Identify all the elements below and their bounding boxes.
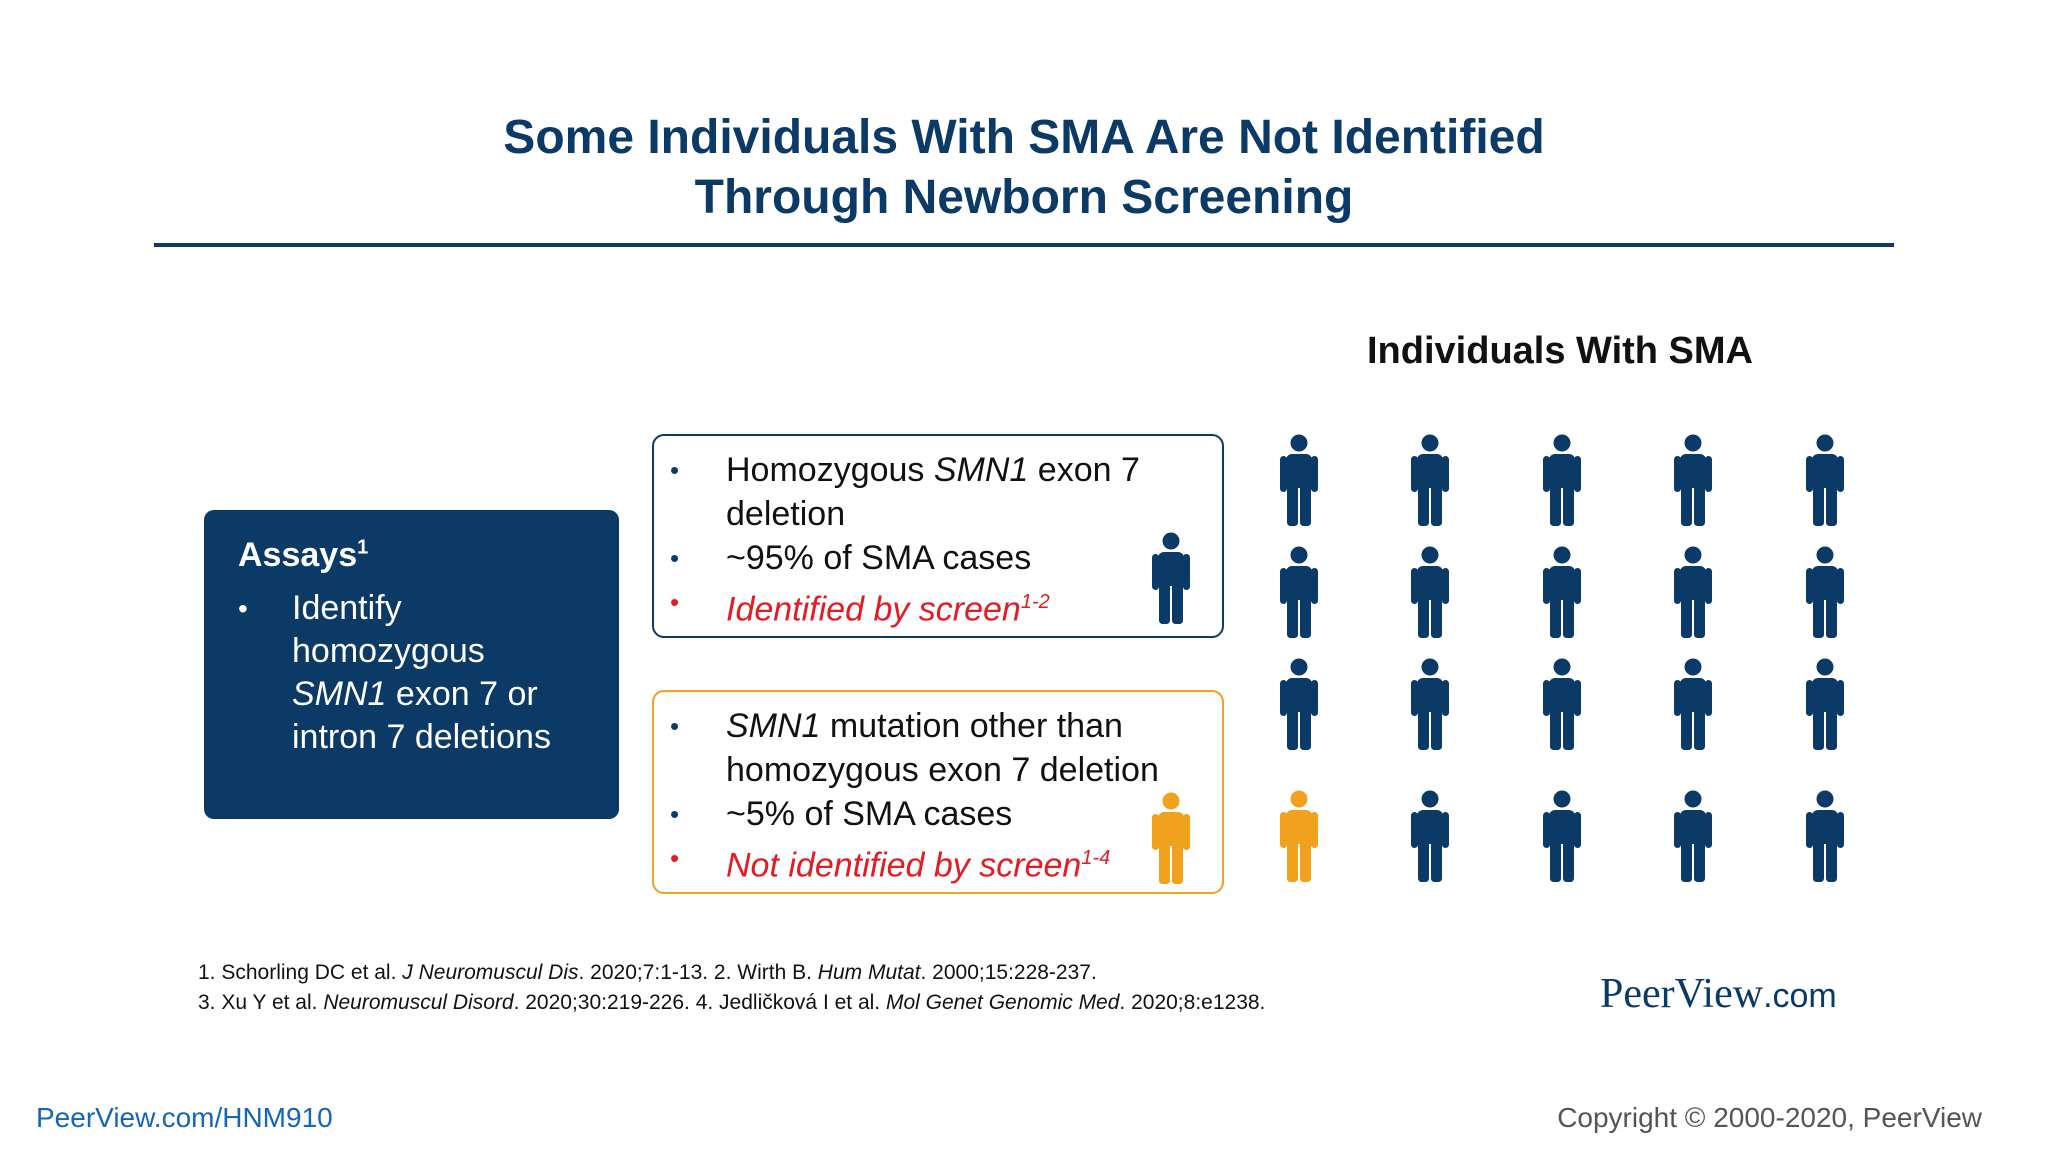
assays-box: Assays1 • Identify homozygous SMN1 exon … — [204, 510, 619, 819]
person-icon-not-identified — [1280, 790, 1318, 882]
person-icon-identified — [1543, 658, 1581, 750]
person-icon-identified — [1543, 546, 1581, 638]
person-icon-identified — [1806, 790, 1844, 882]
individuals-grid — [1278, 434, 1878, 888]
person-icon-identified — [1280, 658, 1318, 750]
slide-title: Some Individuals With SMA Are Not Identi… — [154, 108, 1894, 228]
not-identified-box: • SMN1 mutation other than homozygous exo… — [652, 690, 1224, 894]
person-icon-identified — [1280, 546, 1318, 638]
slide-title-line1: Some Individuals With SMA Are Not Identi… — [503, 111, 1545, 164]
slide-title-line2: Through Newborn Screening — [694, 171, 1354, 224]
person-icon-identified — [1280, 434, 1318, 526]
person-icon-identified — [1806, 658, 1844, 750]
title-divider — [154, 243, 1894, 247]
bullet-point: • — [238, 593, 248, 624]
person-icon-identified — [1674, 658, 1712, 750]
identified-box: • Homozygous SMN1 exon 7 deletion • ~95% … — [652, 434, 1224, 638]
assays-bullet-text: Identify homozygous SMN1 exon 7 or intro… — [292, 589, 551, 756]
reference-line-1: 1. Schorling DC et al. J Neuromuscul Dis… — [198, 961, 1097, 984]
not-identified-bullet-percentage: • ~5% of SMA cases — [670, 795, 1013, 833]
copyright-text: Copyright © 2000-2020, PeerView — [1557, 1102, 1982, 1133]
references: 1. Schorling DC et al. J Neuromuscul Dis… — [198, 958, 1265, 1018]
person-icon-identified — [1674, 790, 1712, 882]
person-icon-identified — [1543, 434, 1581, 526]
reference-line-2: 3. Xu Y et al. Neuromuscul Disord. 2020;… — [198, 991, 1266, 1014]
assays-heading: Assays1 — [238, 536, 369, 574]
peerview-logo: PeerView.com — [1600, 971, 1837, 1017]
person-icon-not-identified — [1152, 792, 1190, 884]
person-icon-identified — [1411, 790, 1449, 882]
identified-bullet-screen: • Identified by screen1-2 — [670, 587, 1050, 629]
person-icon-identified — [1806, 546, 1844, 638]
person-icon-identified — [1152, 532, 1190, 624]
person-icon-identified — [1411, 546, 1449, 638]
not-identified-bullet-mutation: • SMN1 mutation other than homozygous exo… — [670, 707, 1159, 789]
assays-bullet-item: • Identify homozygous SMN1 exon 7 or int… — [238, 587, 599, 759]
not-identified-bullet-screen: • Not identified by screen1-4 — [670, 843, 1111, 885]
footer-link[interactable]: PeerView.com/HNM910 — [36, 1102, 333, 1133]
identified-bullet-percentage: • ~95% of SMA cases — [670, 539, 1032, 577]
identified-bullet-deletion: • Homozygous SMN1 exon 7 deletion — [670, 451, 1140, 533]
person-icon-identified — [1411, 434, 1449, 526]
person-icon-identified — [1411, 658, 1449, 750]
person-icon-identified — [1543, 790, 1581, 882]
person-icon-identified — [1806, 434, 1844, 526]
individuals-chart-title: Individuals With SMA — [1367, 330, 1753, 372]
person-icon-identified — [1674, 546, 1712, 638]
person-icon-identified — [1674, 434, 1712, 526]
